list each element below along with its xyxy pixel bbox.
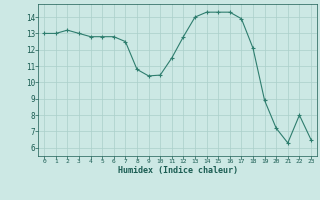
X-axis label: Humidex (Indice chaleur): Humidex (Indice chaleur) bbox=[118, 166, 238, 175]
